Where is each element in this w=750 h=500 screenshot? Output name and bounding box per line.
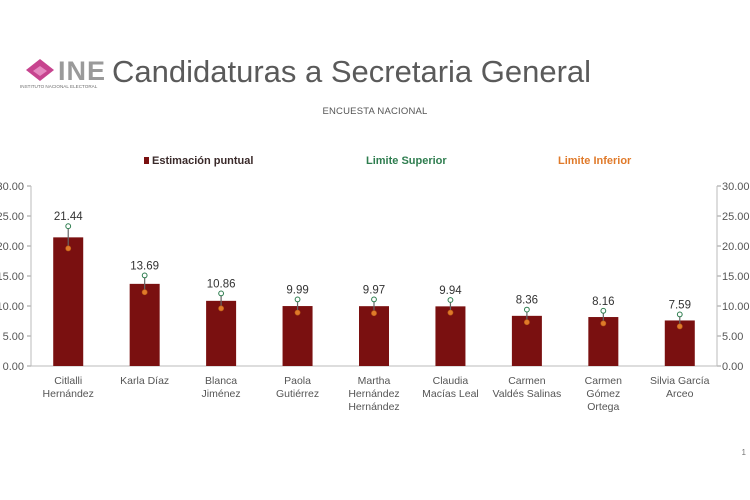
upper-limit-point bbox=[676, 311, 683, 318]
data-label: 9.99 bbox=[286, 284, 308, 296]
bar bbox=[206, 300, 237, 366]
legend-label: Limite Inferior bbox=[558, 155, 632, 167]
upper-limit-point bbox=[218, 290, 225, 297]
bar bbox=[53, 237, 84, 366]
category-label: Gómez bbox=[586, 388, 620, 400]
data-label: 8.36 bbox=[516, 295, 538, 307]
upper-limit-point bbox=[600, 307, 607, 314]
y-tick-label-left: 10.00 bbox=[0, 301, 24, 313]
lower-limit-point bbox=[371, 310, 377, 317]
data-label: 9.94 bbox=[439, 285, 462, 297]
lower-limit-point bbox=[141, 289, 148, 296]
category-label: Hernández bbox=[348, 401, 399, 413]
category-label: Jiménez bbox=[202, 388, 241, 400]
page-subtitle: ENCUESTA NACIONAL bbox=[322, 106, 428, 117]
legend-label: Estimación puntual bbox=[152, 155, 253, 167]
category-label: Silvia García bbox=[650, 375, 710, 387]
logo-subtext: INSTITUTO NACIONAL ELECTORAL bbox=[20, 84, 98, 89]
page-title: Candidaturas a Secretaria General bbox=[112, 54, 592, 89]
category-label: Ortega bbox=[587, 401, 619, 413]
y-tick-label-right: 25.00 bbox=[722, 211, 750, 223]
category-label: Hernández bbox=[348, 388, 399, 400]
category-label: Arceo bbox=[666, 388, 694, 400]
y-tick-label-left: 20.00 bbox=[0, 241, 24, 253]
lower-limit-point bbox=[600, 320, 607, 327]
data-label: 7.59 bbox=[669, 299, 691, 311]
upper-limit-point bbox=[294, 296, 301, 303]
category-label: Hernández bbox=[43, 388, 94, 400]
category-label: Gutiérrez bbox=[276, 388, 319, 400]
bar bbox=[359, 306, 389, 366]
y-tick-label-left: 25.00 bbox=[0, 211, 24, 223]
data-label: 21.44 bbox=[54, 211, 83, 223]
category-label: Citlalli bbox=[54, 375, 82, 387]
data-label: 13.69 bbox=[130, 260, 159, 272]
bar bbox=[435, 306, 466, 366]
bottom-band bbox=[0, 465, 750, 500]
upper-limit-point bbox=[65, 223, 72, 230]
category-label: Blanca bbox=[205, 375, 237, 387]
y-tick-label-left: 0.00 bbox=[3, 361, 24, 373]
bar bbox=[129, 283, 160, 366]
upper-limit-point bbox=[371, 296, 377, 303]
upper-limit-point bbox=[141, 272, 148, 279]
page-number: 1 bbox=[742, 448, 747, 457]
lower-limit-point bbox=[523, 319, 530, 326]
category-label: Karla Díaz bbox=[120, 375, 169, 387]
data-label: 10.86 bbox=[207, 278, 236, 290]
category-label: Carmen bbox=[585, 375, 623, 387]
y-tick-label-right: 15.00 bbox=[722, 271, 750, 283]
y-tick-label-left: 15.00 bbox=[0, 271, 24, 283]
logo-text: INE bbox=[58, 56, 107, 86]
ine-logo-icon bbox=[26, 59, 54, 81]
y-tick-label-right: 10.00 bbox=[722, 301, 750, 313]
data-label: 9.97 bbox=[363, 284, 385, 296]
category-label: Carmen bbox=[508, 375, 546, 387]
lower-limit-point bbox=[447, 309, 454, 316]
legend-swatch bbox=[144, 157, 149, 164]
y-tick-label-right: 20.00 bbox=[722, 241, 750, 253]
y-tick-label-left: 5.00 bbox=[3, 331, 24, 343]
lower-limit-point bbox=[676, 323, 683, 330]
data-label: 8.16 bbox=[592, 296, 614, 308]
bar bbox=[282, 306, 313, 366]
legend-label: Limite Superior bbox=[366, 155, 447, 167]
category-label: Macías Leal bbox=[422, 388, 479, 400]
lower-limit-point bbox=[65, 245, 72, 252]
category-label: Paola bbox=[284, 375, 311, 387]
top-band bbox=[0, 0, 750, 40]
lower-limit-point bbox=[218, 305, 225, 312]
category-label: Martha bbox=[358, 375, 391, 387]
y-tick-label-left: 30.00 bbox=[0, 181, 24, 193]
category-label: Valdés Salinas bbox=[493, 388, 562, 400]
lower-limit-point bbox=[294, 309, 301, 316]
category-label: Claudia bbox=[433, 375, 469, 387]
y-tick-label-right: 5.00 bbox=[722, 331, 743, 343]
y-tick-label-right: 0.00 bbox=[722, 361, 743, 373]
y-tick-label-right: 30.00 bbox=[722, 181, 750, 193]
slide: INE INSTITUTO NACIONAL ELECTORAL Candida… bbox=[0, 40, 750, 465]
ine-logo: INE INSTITUTO NACIONAL ELECTORAL bbox=[20, 56, 120, 96]
upper-limit-point bbox=[447, 297, 454, 303]
upper-limit-point bbox=[523, 306, 530, 313]
